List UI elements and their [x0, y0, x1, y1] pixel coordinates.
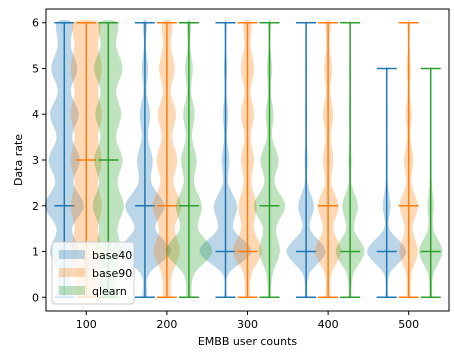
- y-tick-label: 2: [32, 200, 39, 213]
- legend-swatch-qlearn: [59, 286, 85, 295]
- y-tick-label: 5: [32, 62, 39, 75]
- x-tick-label: 100: [76, 318, 97, 331]
- y-tick-label: 3: [32, 154, 39, 167]
- legend-label-base90: base90: [92, 267, 132, 280]
- legend-box: [51, 241, 135, 305]
- y-tick-label: 6: [32, 17, 39, 30]
- y-tick-label: 1: [32, 246, 39, 259]
- y-tick-label: 4: [32, 108, 39, 121]
- x-tick-label: 500: [398, 318, 419, 331]
- violin-layer: [44, 19, 443, 299]
- y-tick-label: 0: [32, 291, 39, 304]
- legend-label-base40: base40: [92, 249, 132, 262]
- y-axis: 0 1 2 3 4 5 6: [32, 17, 46, 304]
- legend: base40 base90 qlearn: [51, 241, 135, 305]
- x-tick-label: 400: [318, 318, 339, 331]
- legend-swatch-base40: [59, 250, 85, 259]
- legend-label-qlearn: qlearn: [92, 285, 127, 298]
- y-axis-label: Data rate: [12, 134, 25, 186]
- x-axis: 100 200 300 400 500: [76, 311, 419, 331]
- x-tick-label: 300: [237, 318, 258, 331]
- x-tick-label: 200: [156, 318, 177, 331]
- x-axis-label: EMBB user counts: [198, 335, 298, 348]
- legend-swatch-base90: [59, 268, 85, 277]
